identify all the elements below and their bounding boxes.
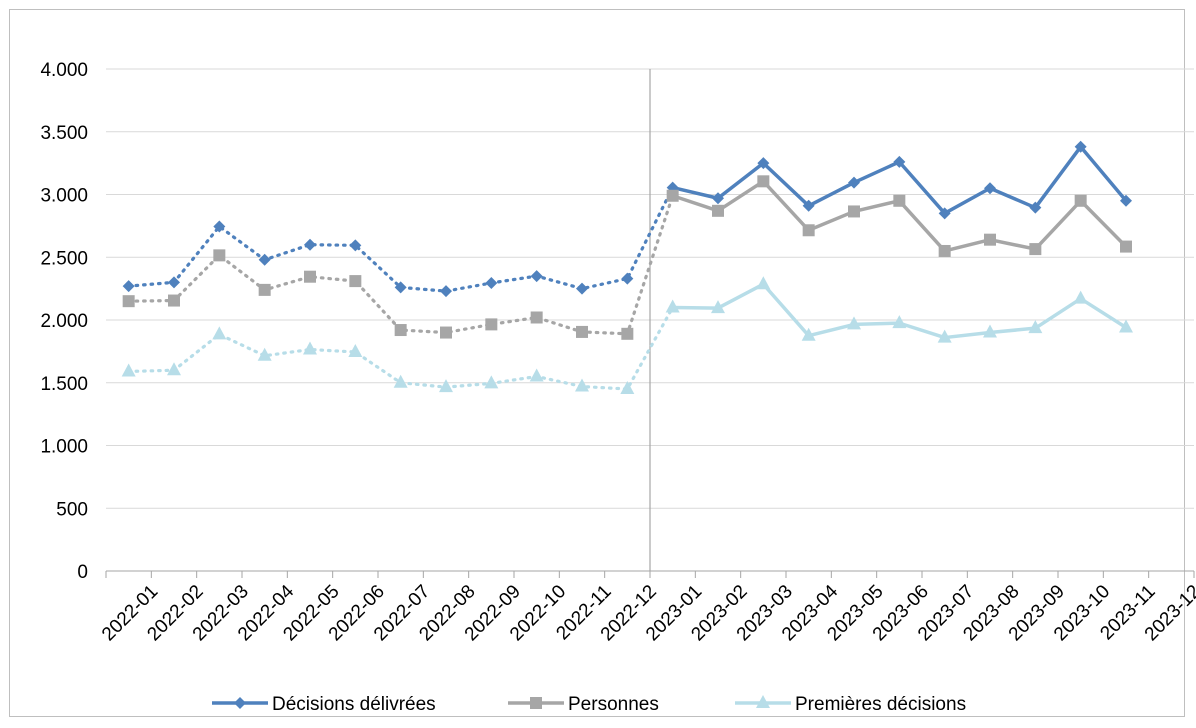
diamond-marker: [258, 253, 271, 266]
square-marker: [349, 275, 362, 288]
series-line-solid: [672, 282, 1127, 340]
square-marker: [213, 249, 226, 262]
square-marker: [122, 295, 135, 308]
diamond-marker: [1029, 201, 1042, 214]
triangle-marker: [575, 378, 589, 392]
triangle-marker: [1073, 290, 1088, 304]
square-marker: [576, 325, 588, 338]
square-marker: [168, 294, 180, 307]
triangle-marker: [711, 300, 725, 314]
triangle-marker: [1119, 319, 1133, 333]
y-tick-label: 2.500: [40, 248, 88, 269]
triangle-marker: [756, 276, 771, 290]
triangle-marker: [484, 375, 499, 389]
square-marker: [1074, 194, 1087, 207]
x-axis: 2022-012022-022022-032022-042022-052022-…: [98, 571, 1196, 645]
series-line-solid: [672, 179, 1128, 253]
legend-label: Personnes: [568, 694, 659, 715]
triangle-marker: [167, 362, 181, 376]
square-marker: [666, 189, 679, 202]
diamond-marker: [984, 182, 996, 195]
square-marker: [938, 244, 951, 257]
series-line-dotted: [127, 194, 675, 336]
diamond-marker: [848, 176, 860, 189]
triangle-marker: [121, 363, 136, 377]
diamond-marker: [485, 276, 498, 289]
series-line-dotted: [127, 185, 675, 293]
triangle-marker: [801, 327, 816, 341]
square-marker: [802, 224, 815, 237]
gridlines: [106, 68, 1194, 572]
square-marker: [258, 283, 271, 296]
square-marker: [440, 326, 452, 339]
diamond-marker: [802, 199, 815, 212]
y-axis-ticks: 0 500 1.000 1.500 2.000 2.500 3.000 3.500 4.000: [40, 60, 88, 583]
square-marker: [984, 233, 996, 246]
square-marker: [712, 204, 724, 217]
legend-label: Premières décisions: [795, 694, 966, 715]
square-marker: [394, 324, 407, 337]
square-marker: [530, 697, 542, 709]
diamond-marker: [394, 281, 407, 294]
diamond-marker: [213, 220, 226, 233]
y-tick-label: 500: [56, 499, 88, 520]
series-group: [121, 140, 1133, 395]
triangle-marker: [983, 324, 997, 338]
triangle-marker: [439, 379, 453, 393]
triangle-marker: [847, 316, 861, 330]
series-1: [122, 140, 1132, 298]
diamond-marker: [576, 282, 588, 295]
diamond-marker: [122, 280, 135, 293]
square-marker: [893, 194, 906, 207]
diamond-marker: [938, 207, 951, 220]
triangle-marker: [1028, 320, 1043, 334]
triangle-marker: [665, 299, 680, 313]
diamond-marker: [712, 192, 724, 205]
legend-label: Décisions délivrées: [272, 694, 436, 715]
triangle-marker: [257, 347, 272, 361]
diamond-marker: [168, 276, 180, 289]
y-tick-label: 3.500: [40, 123, 88, 144]
series-3: [121, 276, 1133, 395]
diamond-marker: [757, 157, 770, 170]
y-tick-label: 2.000: [40, 311, 88, 332]
diamond-marker: [440, 285, 452, 298]
series-2: [122, 175, 1132, 340]
triangle-marker: [529, 368, 544, 382]
square-marker: [530, 311, 543, 324]
triangle-marker: [393, 374, 408, 388]
triangle-marker: [212, 326, 227, 340]
square-marker: [1120, 240, 1132, 253]
y-tick-label: 4.000: [40, 60, 88, 81]
y-tick-label: 1.500: [40, 374, 88, 395]
square-marker: [485, 318, 498, 331]
diamond-marker: [621, 272, 634, 285]
legend: Décisions délivrées Personnes Premières dé…: [212, 694, 966, 715]
chart-frame: [9, 9, 1185, 717]
y-tick-label: 1.000: [40, 437, 88, 458]
triangle-marker: [756, 695, 770, 708]
diamond-marker: [1120, 194, 1132, 207]
square-marker: [304, 270, 316, 283]
diamond-marker: [1074, 140, 1087, 153]
triangle-marker: [892, 315, 907, 329]
diamond-marker: [234, 697, 246, 709]
diamond-marker: [530, 270, 543, 283]
triangle-marker: [348, 344, 363, 358]
square-marker: [1029, 243, 1042, 256]
diamond-marker: [304, 238, 316, 251]
triangle-marker: [303, 341, 317, 355]
triangle-marker: [937, 329, 952, 343]
diamond-marker: [893, 155, 906, 168]
y-tick-label: 3.000: [40, 186, 88, 207]
square-marker: [848, 205, 860, 218]
square-marker: [757, 175, 770, 188]
square-marker: [621, 327, 634, 340]
triangle-marker: [620, 381, 635, 395]
y-tick-label: 0: [77, 562, 88, 583]
diamond-marker: [349, 239, 362, 252]
